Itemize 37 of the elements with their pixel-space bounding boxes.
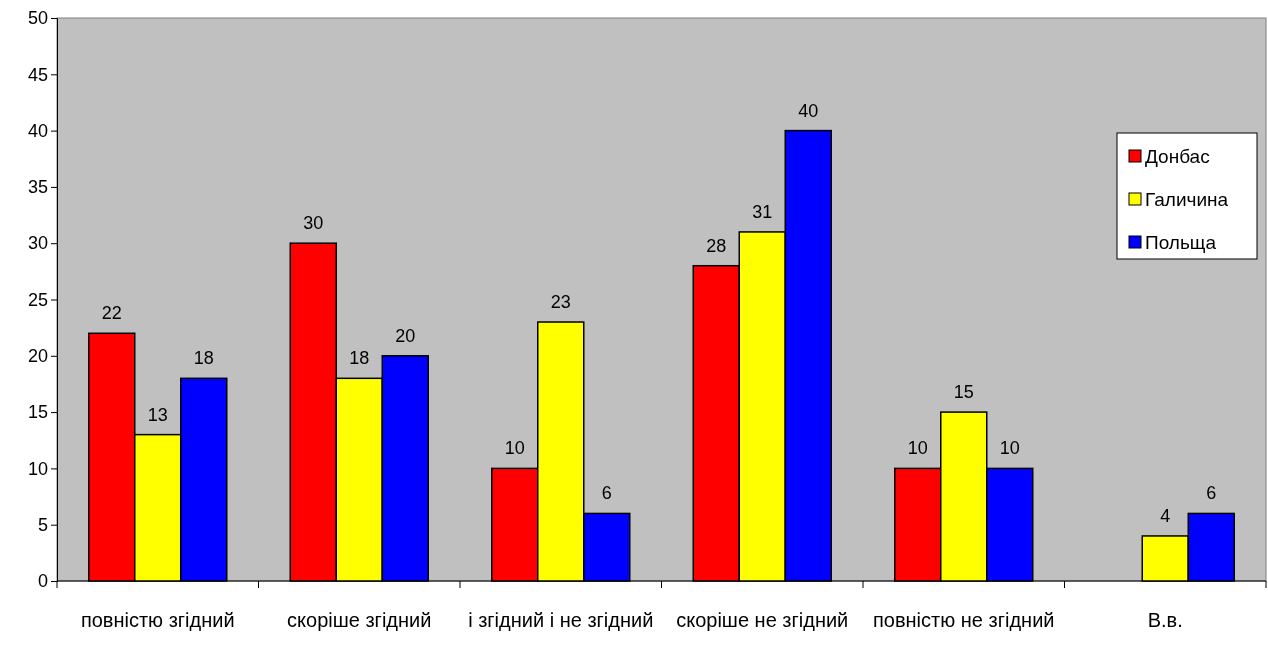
data-label: 18 xyxy=(193,348,214,369)
y-tick-label: 45 xyxy=(27,64,48,85)
x-tick-label: і згідний і не згідний xyxy=(468,609,654,631)
y-tick-label: 25 xyxy=(27,289,48,310)
data-label: 28 xyxy=(706,235,727,256)
y-tick-label: 35 xyxy=(27,177,48,198)
x-tick-label: скоріше згідний xyxy=(287,609,432,631)
data-label: 30 xyxy=(303,213,324,234)
x-tick-label: повністю не згідний xyxy=(873,609,1055,631)
data-label: 22 xyxy=(101,303,122,324)
y-tick-label: 30 xyxy=(27,233,48,254)
data-label: 31 xyxy=(752,201,773,222)
data-label: 15 xyxy=(953,382,974,403)
y-tick-label: 15 xyxy=(27,402,48,423)
data-label: 10 xyxy=(999,438,1020,459)
y-tick-label: 50 xyxy=(27,8,48,29)
legend-label: Галичина xyxy=(1145,189,1229,210)
y-tick-label: 10 xyxy=(27,458,48,479)
data-label: 6 xyxy=(601,483,612,504)
y-tick-label: 0 xyxy=(37,571,48,592)
data-label: 13 xyxy=(147,404,168,425)
data-label: 10 xyxy=(907,438,928,459)
data-label: 6 xyxy=(1206,483,1217,504)
data-label: 23 xyxy=(550,292,571,313)
legend-label: Донбас xyxy=(1145,146,1210,167)
y-tick-label: 20 xyxy=(27,346,48,367)
data-label: 20 xyxy=(395,325,416,346)
x-tick-label: повністю згідний xyxy=(80,609,235,631)
legend-label: Польща xyxy=(1145,232,1217,253)
x-tick-label: В.в. xyxy=(1147,609,1183,631)
x-tick-label: скоріше не згідний xyxy=(676,609,849,631)
data-label: 10 xyxy=(504,438,525,459)
data-label: 40 xyxy=(798,100,819,121)
y-tick-label: 5 xyxy=(37,514,48,535)
data-label: 18 xyxy=(349,348,370,369)
y-tick-label: 40 xyxy=(27,120,48,141)
data-label: 4 xyxy=(1160,505,1171,526)
